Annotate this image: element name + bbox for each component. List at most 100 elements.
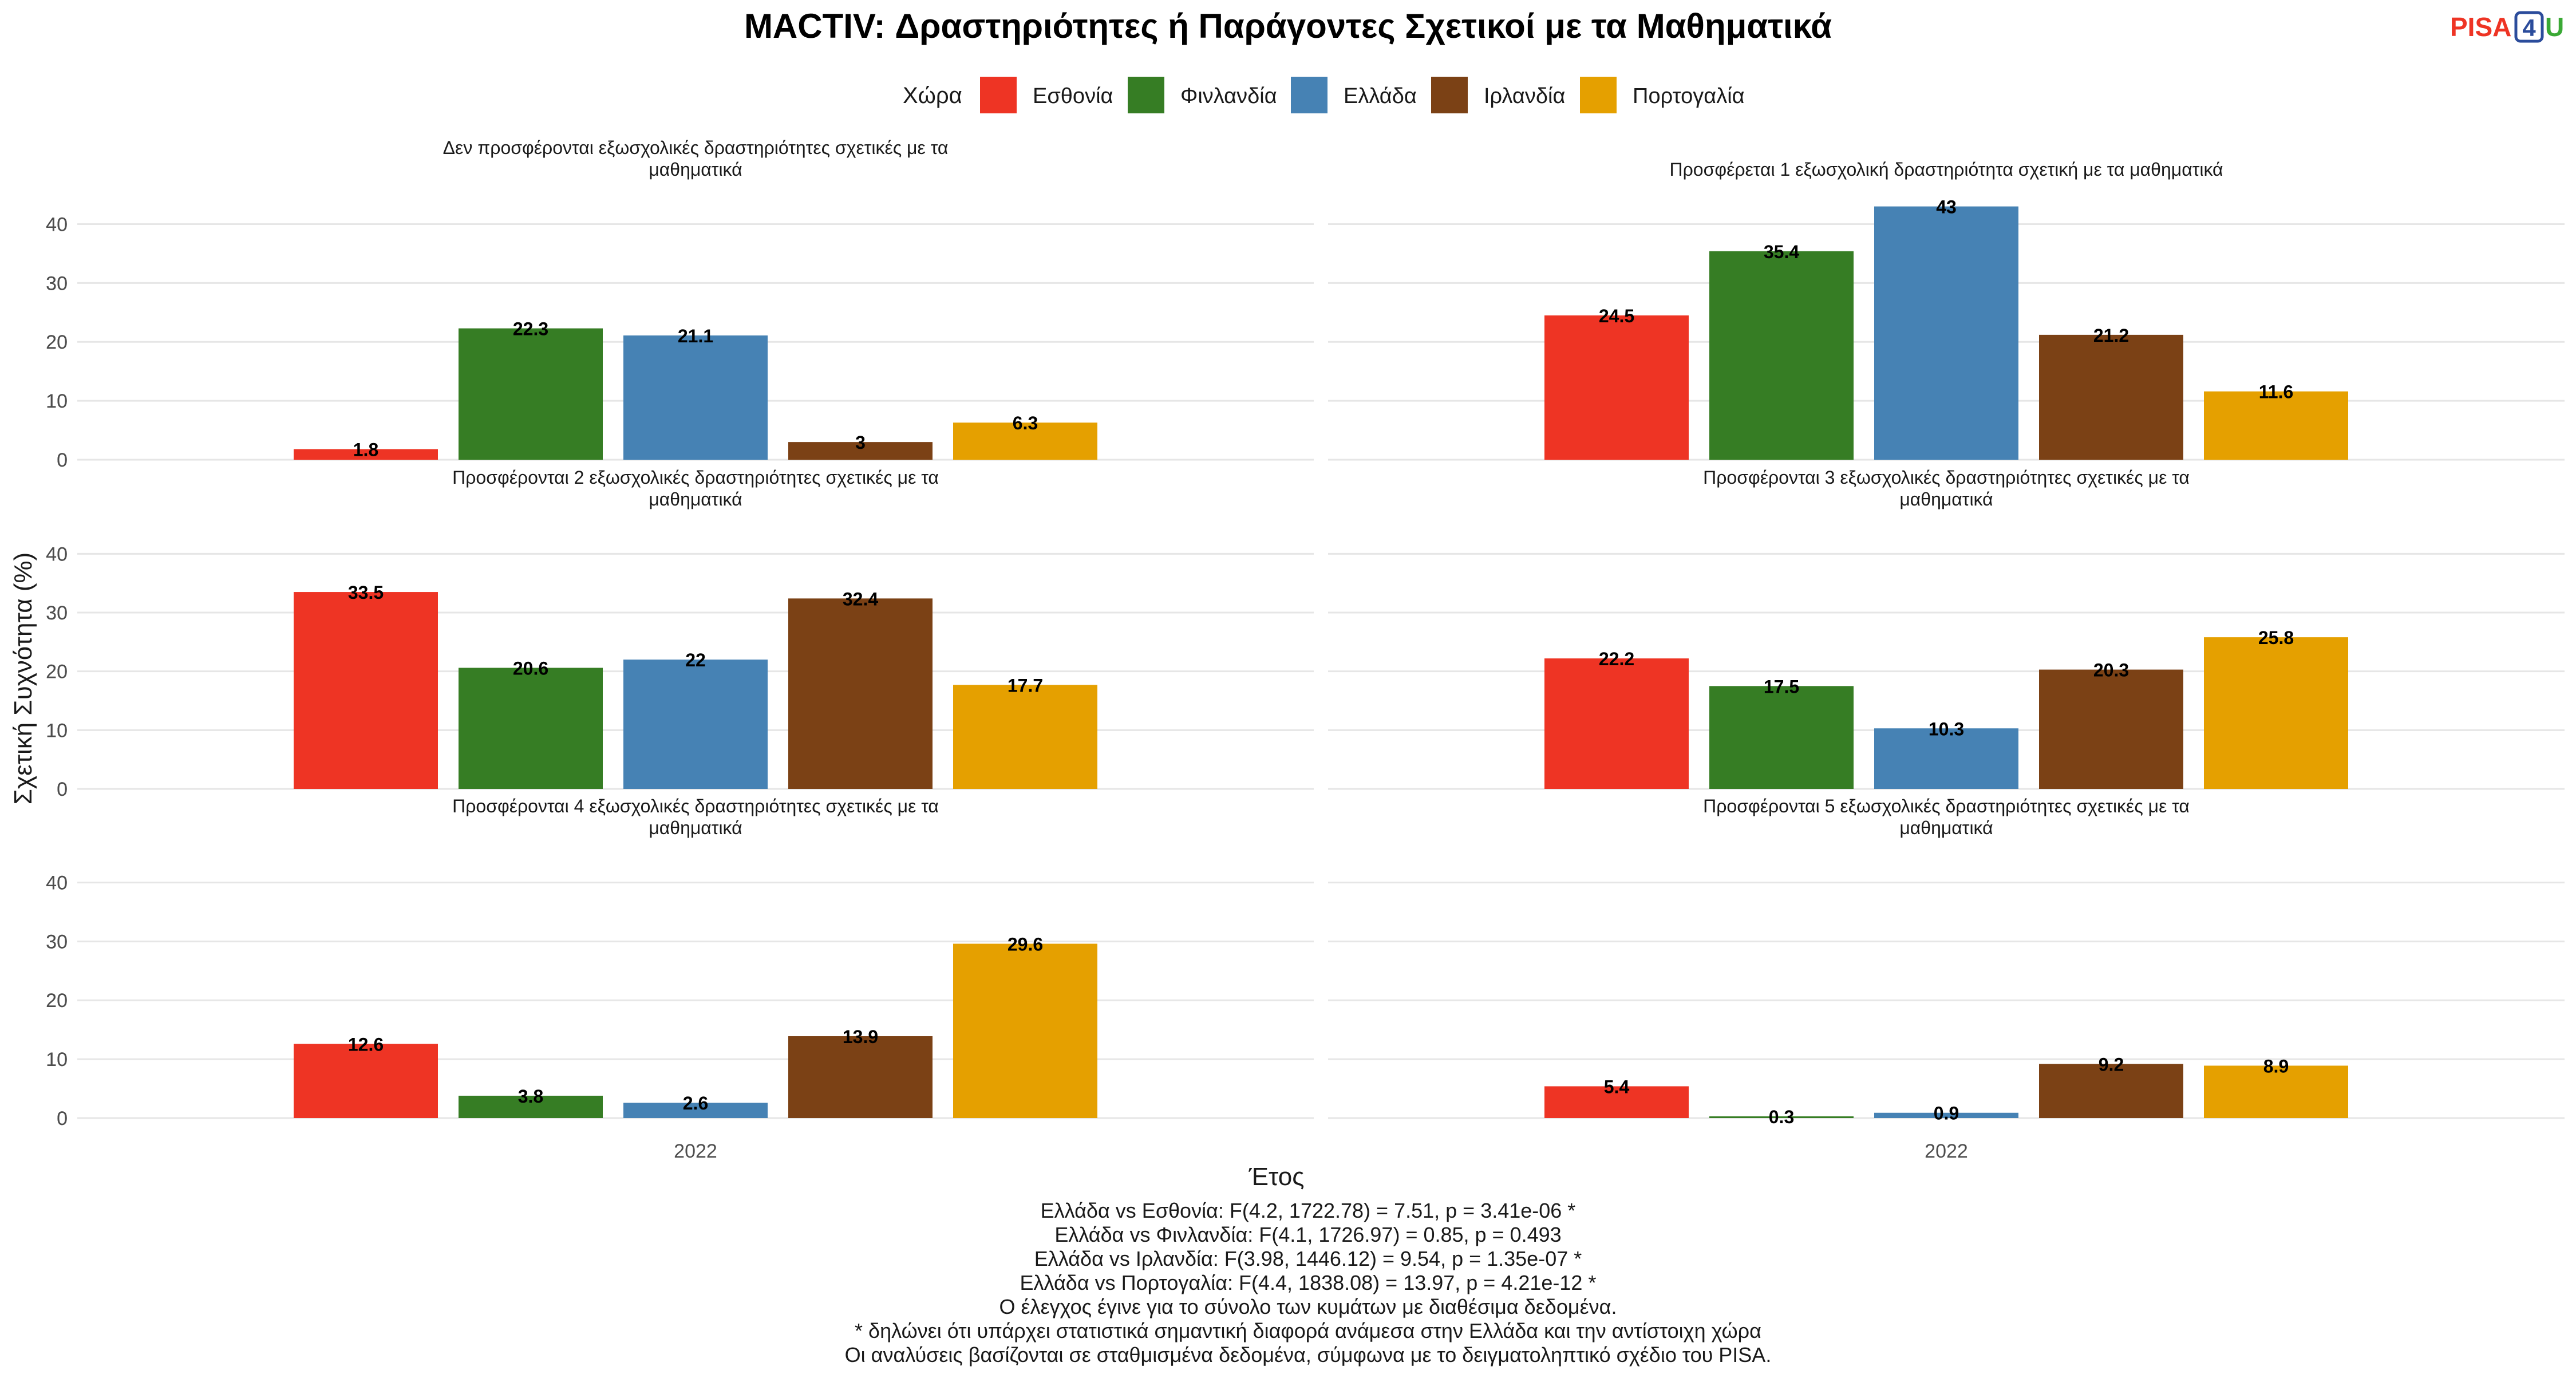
facet-title: Προσφέρεται 1 εξωσχολική δραστηριότητα σ…: [1669, 159, 2223, 180]
y-tick-label: 10: [46, 390, 68, 412]
caption-line: * δηλώνει ότι υπάρχει στατιστικά σημαντι…: [855, 1319, 1761, 1343]
y-tick-label: 30: [46, 931, 68, 953]
bar-value-label: 3.8: [518, 1086, 543, 1107]
bar-value-label: 17.5: [1764, 676, 1799, 697]
facet-title: μαθηματικά: [1899, 489, 1993, 510]
facet-panel: Προσφέρονται 5 εξωσχολικές δραστηριότητε…: [46, 796, 2565, 1162]
y-tick-label: 0: [57, 1108, 68, 1130]
bar-value-label: 20.6: [513, 658, 548, 679]
bar-value-label: 12.6: [348, 1034, 384, 1055]
facet-title: Προσφέρονται 2 εξωσχολικές δραστηριότητε…: [452, 467, 939, 488]
bar: [1544, 1086, 1689, 1118]
facet-title: Προσφέρονται 4 εξωσχολικές δραστηριότητε…: [452, 796, 939, 816]
x-tick-label: 2022: [1925, 1140, 1968, 1162]
bar-value-label: 13.9: [843, 1026, 878, 1047]
bar: [2039, 1064, 2183, 1118]
bar-value-label: 22.2: [1599, 649, 1634, 669]
bar-value-label: 32.4: [843, 589, 878, 609]
y-tick-label: 30: [46, 273, 68, 294]
caption: Ελλάδα vs Εσθονία: F(4.2, 1722.78) = 7.5…: [845, 1199, 1772, 1367]
bar-value-label: 33.5: [348, 582, 384, 603]
y-tick-label: 40: [46, 214, 68, 235]
bar: [1709, 686, 1854, 789]
bar: [1874, 1112, 2018, 1118]
legend: Χώρα Εσθονία Φινλανδία Ελλάδα Ιρλανδία Πορτο…: [903, 77, 1745, 113]
y-tick-label: 40: [46, 543, 68, 565]
bar: [294, 1044, 438, 1118]
bar-value-label: 29.6: [1008, 934, 1043, 954]
legend-title: Χώρα: [903, 83, 962, 108]
bar-value-label: 9.2: [2099, 1054, 2124, 1075]
y-tick-label: 10: [46, 720, 68, 741]
bar: [294, 449, 438, 460]
bar: [623, 660, 768, 789]
caption-line: Ελλάδα vs Ιρλανδία: F(3.98, 1446.12) = 9…: [1034, 1247, 1582, 1270]
bar: [459, 668, 603, 789]
legend-key: [1128, 77, 1164, 113]
y-tick-label: 40: [46, 214, 68, 235]
facet-title: Προσφέρονται 3 εξωσχολικές δραστηριότητε…: [1703, 467, 2190, 488]
bar: [2039, 669, 2183, 789]
bar: [1544, 658, 1689, 789]
bar: [2204, 391, 2348, 460]
bar: [2204, 1065, 2348, 1118]
y-tick-label: 30: [46, 931, 68, 953]
y-tick-label: 20: [46, 331, 68, 353]
caption-line: Ο έλεγχος έγινε για το σύνολο των κυμάτω…: [999, 1295, 1617, 1318]
facet-title: Προσφέρονται 5 εξωσχολικές δραστηριότητε…: [1703, 796, 2190, 816]
bar: [623, 335, 768, 460]
bar-value-label: 35.4: [1764, 242, 1799, 262]
y-tick-label: 10: [46, 1049, 68, 1071]
bar-value-label: 24.5: [1599, 306, 1634, 326]
caption-line: Ελλάδα vs Εσθονία: F(4.2, 1722.78) = 7.5…: [1041, 1199, 1576, 1222]
bar: [294, 592, 438, 789]
facet-title: μαθηματικά: [649, 159, 742, 180]
legend-key: [980, 77, 1017, 113]
y-tick-label: 0: [57, 449, 68, 471]
bar-value-label: 21.2: [2093, 325, 2129, 346]
y-tick-label: 40: [46, 872, 68, 894]
bar: [953, 685, 1097, 789]
bar: [459, 328, 603, 460]
bar-value-label: 3: [855, 432, 866, 453]
legend-label: Ελλάδα: [1344, 84, 1417, 108]
facet-title: μαθηματικά: [649, 489, 742, 510]
legend-label: Φινλανδία: [1180, 84, 1277, 108]
bar-value-label: 22.3: [513, 319, 548, 339]
bar: [788, 1036, 933, 1118]
bar: [953, 943, 1097, 1118]
y-tick-label: 20: [46, 990, 68, 1012]
facet-panel: Προσφέρονται 2 εξωσχολικές δραστηριότητε…: [46, 467, 1314, 800]
y-tick-label: 20: [46, 661, 68, 683]
logo-text-pisa: PISA: [2450, 12, 2511, 42]
logo-text-u: U: [2545, 12, 2564, 42]
bar-value-label: 1.8: [353, 439, 378, 460]
y-tick-label: 0: [57, 779, 68, 800]
facet-panel: Δεν προσφέρονται εξωσχολικές δραστηριότη…: [46, 137, 1314, 471]
bar-value-label: 43: [1936, 197, 1957, 218]
bar-value-label: 11.6: [2259, 382, 2294, 402]
bar-value-label: 20.3: [2093, 660, 2129, 681]
caption-line: Ελλάδα vs Φινλανδία: F(4.1, 1726.97) = 0…: [1054, 1223, 1561, 1246]
facet-title: Δεν προσφέρονται εξωσχολικές δραστηριότη…: [443, 137, 949, 158]
legend-label: Πορτογαλία: [1633, 84, 1745, 108]
y-tick-label: 10: [46, 390, 68, 412]
y-tick-label: 40: [46, 872, 68, 894]
y-tick-label: 0: [57, 779, 68, 800]
bar-value-label: 2.6: [683, 1093, 708, 1114]
y-tick-label: 40: [46, 543, 68, 565]
bar-value-label: 21.1: [678, 326, 713, 346]
y-tick-label: 0: [57, 449, 68, 471]
legend-key: [1291, 77, 1327, 113]
y-tick-label: 10: [46, 720, 68, 741]
y-tick-label: 30: [46, 273, 68, 294]
legend-key: [1580, 77, 1617, 113]
bar: [459, 1095, 603, 1118]
bar-value-label: 0.3: [1769, 1107, 1794, 1127]
chart-title: MACTIV: Δραστηριότητες ή Παράγοντες Σχετ…: [744, 7, 1832, 45]
y-axis-title: Σχετική Συχνότητα (%): [9, 552, 37, 805]
x-axis-title: Έτος: [1249, 1163, 1305, 1191]
pisa4u-logo: PISA 4 U: [2450, 11, 2564, 43]
y-tick-label: 20: [46, 331, 68, 353]
